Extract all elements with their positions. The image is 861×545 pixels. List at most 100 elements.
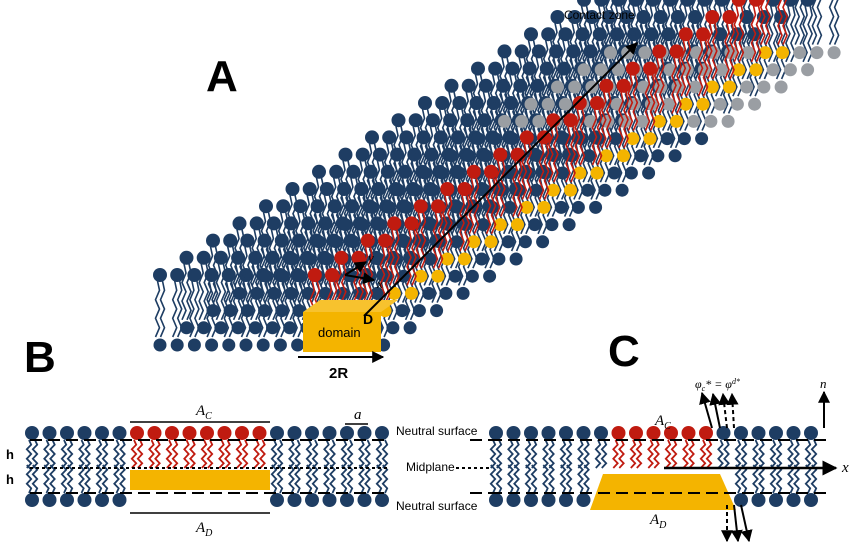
lipid-tail (595, 5, 602, 63)
lipid-head-lower (365, 200, 379, 214)
lipid-head-lower (258, 304, 272, 318)
lipid-tail (499, 160, 506, 217)
lipid-tail (538, 143, 545, 200)
lipid-tail (530, 40, 537, 97)
lipid-head-upper (652, 44, 667, 59)
lipid-head-upper (599, 78, 614, 93)
lipid-head-lower (679, 97, 693, 111)
normal-arrow-4 (726, 392, 739, 429)
lipid-head-upper (351, 250, 366, 265)
lipid-head-upper (519, 130, 534, 145)
contact-zone-label: Contact zone (564, 8, 635, 22)
lipid-head-lower (445, 149, 458, 163)
lipid-head-lower (214, 321, 228, 335)
lipid-lower-c (751, 464, 766, 507)
lipid-head-lower (626, 132, 640, 146)
lipid-head-lower (573, 166, 587, 180)
ac-label-c: AC (654, 413, 671, 432)
lipid-tail (330, 177, 337, 235)
lipid-head-lower (670, 114, 683, 128)
lipid-head-upper (594, 0, 609, 7)
lipid-head-lower (222, 338, 236, 352)
lipid-upper-b (217, 426, 232, 469)
lipid-head-lower (642, 166, 656, 180)
lipid-tail (207, 246, 214, 303)
lipid-head-lower (439, 286, 453, 300)
phi-equality-label: φc* = φd* (695, 377, 740, 393)
lipid-tail (242, 246, 248, 303)
lipid-head-lower (766, 63, 780, 77)
lipid-tail (552, 126, 559, 183)
lipid-tail (755, 5, 762, 63)
lipid-head-lower (688, 80, 702, 94)
axis-x-label: x (376, 276, 383, 291)
lipid-tail (671, 57, 677, 114)
lipid-tail (685, 40, 692, 97)
lipid-upper-c (751, 426, 766, 469)
lipid-head-lower (373, 218, 387, 232)
lipid-head-lower (273, 338, 287, 352)
lipid-tail (313, 177, 320, 235)
lipid-tail (724, 22, 730, 80)
lipid-tail (649, 74, 656, 131)
lipid-tail (610, 0, 616, 45)
lipid-head-upper (645, 0, 660, 7)
lipid-upper-b (340, 426, 354, 469)
h-lower-label: h (6, 472, 14, 487)
lipid-head-upper (567, 10, 582, 24)
lipid-lower-b (270, 464, 284, 507)
lipid-head-lower (403, 321, 417, 335)
lipid-lower-c (786, 464, 801, 507)
lipid-head-lower (741, 46, 755, 60)
lipid-head-lower (382, 200, 396, 214)
lipid-head-lower (662, 97, 676, 111)
lipid-head-upper (766, 0, 781, 7)
lipid-tail (664, 5, 671, 63)
lipid-tail (171, 280, 178, 338)
lipid-head-lower (414, 269, 428, 283)
x-axis-label-c: x (841, 460, 849, 476)
panel-c: C x AC AD φc* = φd* n (489, 327, 849, 543)
lipid-head-lower (677, 132, 691, 146)
lipid-head-upper (170, 268, 185, 282)
lipid-tail (782, 0, 788, 45)
lipid-upper-c (629, 426, 643, 469)
neutral-top-label: Neutral surface (396, 424, 478, 438)
lipid-tail (742, 0, 749, 45)
lipid-head-lower (558, 97, 572, 111)
lipid-head-lower (488, 132, 502, 146)
lipid-upper-c (611, 426, 626, 469)
lipid-head-upper (249, 216, 264, 231)
lipid-head-upper (334, 250, 349, 265)
lipid-tail (557, 22, 563, 80)
lipid-head-lower (435, 166, 449, 180)
lipid-head-upper (800, 0, 815, 7)
lipid-tail (733, 5, 740, 63)
lipid-head-lower (687, 114, 701, 128)
lipid-head-lower (501, 235, 515, 249)
a-spacing-label: a (354, 407, 362, 423)
lipid-tail (436, 108, 443, 166)
lipid-tail (639, 0, 646, 45)
lipid-head-lower (180, 321, 193, 335)
lipid-head-lower (599, 149, 613, 163)
lipid-head-lower (611, 63, 625, 77)
lipid-tail (295, 212, 301, 269)
lipid-tail (777, 0, 783, 45)
lipid-head-lower (748, 97, 762, 111)
lipid-head-lower (412, 304, 426, 318)
lipid-upper-c (524, 426, 538, 469)
lipid-head-upper (705, 10, 720, 24)
lipid-head-lower (617, 149, 630, 163)
lipid-lower-b (357, 464, 372, 507)
lipid-tail (371, 143, 378, 200)
lipid-head-lower (405, 286, 418, 300)
lipid-head-lower (568, 80, 582, 94)
lipid-head-upper (302, 182, 317, 196)
lipid-head-lower (624, 166, 638, 180)
lipid-tail (706, 22, 713, 80)
panel-a: domain D 2R Contact zone y x A (153, 0, 841, 382)
lipid-tail (345, 160, 351, 217)
lipid-upper-c (734, 426, 748, 469)
lipid-tail (239, 229, 245, 286)
